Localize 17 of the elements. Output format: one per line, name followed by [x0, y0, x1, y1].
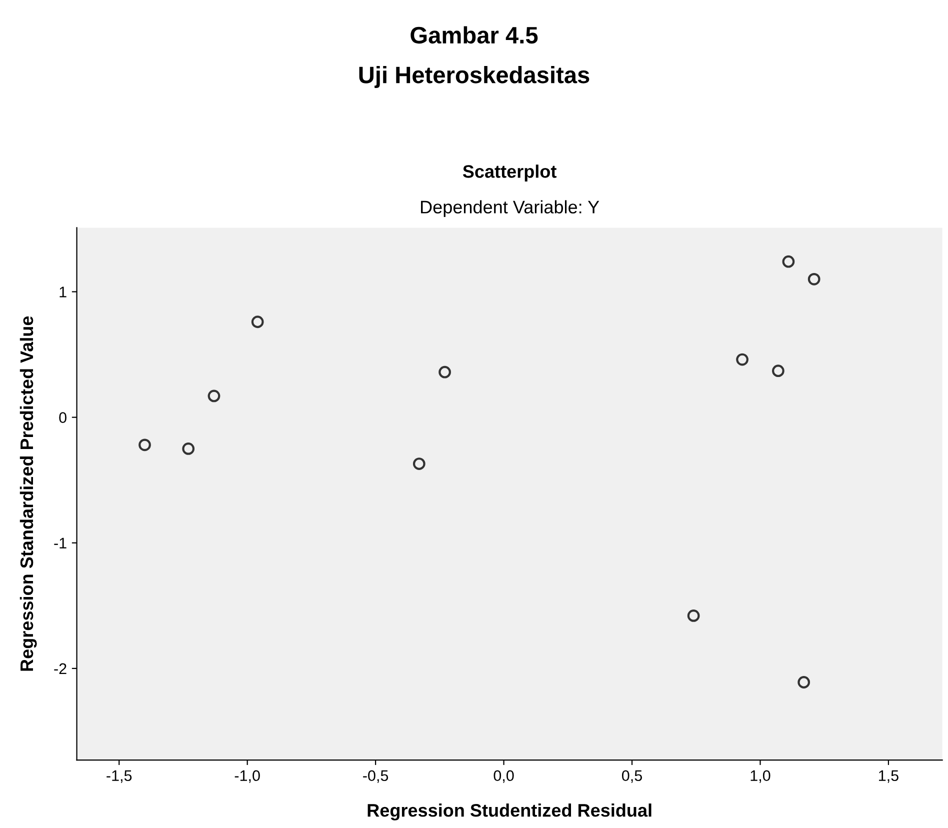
text: Gambar 4.5	[410, 26, 538, 44]
x-tick-label: 1,0	[750, 770, 770, 783]
chart-subtitle: Dependent Variable: Y	[421, 200, 600, 218]
x-tick-label: 0,5	[622, 770, 642, 783]
y-tick-label: 1	[60, 286, 66, 298]
x-tick-label: 1,5	[879, 770, 898, 783]
x-tick-label: -0,5	[363, 770, 388, 783]
x-tick-label: -1,5	[106, 770, 132, 783]
y-tick-label: 0	[59, 412, 66, 423]
x-axis-title: Regression Studentized Residual	[368, 804, 652, 820]
chart-title: Scatterplot	[462, 164, 556, 182]
y-tick-label: -1	[54, 538, 66, 548]
y-tick-label: -2	[54, 663, 66, 674]
text: Uji Heteroskedasitas	[359, 66, 590, 88]
y-axis-title: Regression Standardized Predicted Value	[20, 316, 37, 671]
x-tick-label: -1,0	[234, 770, 260, 783]
x-tick-label: 0,0	[494, 770, 514, 783]
